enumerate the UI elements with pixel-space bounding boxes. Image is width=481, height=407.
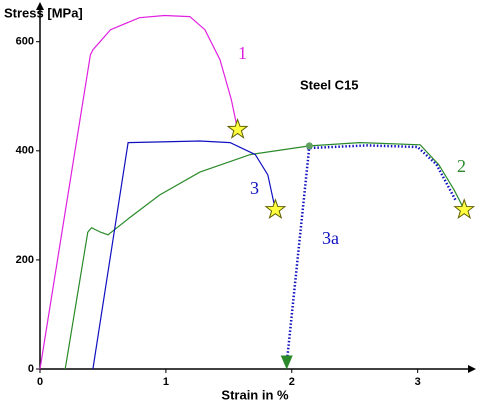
x-tick-label: 3 (415, 376, 421, 388)
y-axis-arrow (36, 2, 44, 10)
series-label: 2 (457, 156, 466, 176)
x-tick-label: 0 (37, 376, 43, 388)
x-axis-arrow (468, 365, 476, 373)
series-label: 3a (322, 228, 339, 248)
y-tick-label: 0 (28, 363, 34, 375)
series-line (64, 141, 465, 370)
series-line (92, 140, 276, 370)
series-label: 3 (250, 178, 259, 198)
end-marker (226, 117, 249, 139)
y-axis-label: Stress [MPa] (4, 5, 83, 20)
y-tick-label: 400 (16, 145, 34, 157)
end-marker (453, 198, 476, 220)
x-axis-label: Strain in % (221, 387, 289, 402)
unload-point (305, 142, 313, 150)
end-marker (264, 198, 287, 220)
y-tick-label: 200 (16, 254, 34, 266)
chart-title: Steel C15 (300, 77, 359, 92)
x-tick-label: 2 (289, 376, 295, 388)
series-label: 1 (238, 43, 247, 63)
series-line (39, 14, 239, 370)
x-tick-label: 1 (163, 376, 169, 388)
series-line (285, 144, 457, 364)
y-tick-label: 600 (16, 36, 34, 48)
arrow-head (280, 355, 293, 370)
